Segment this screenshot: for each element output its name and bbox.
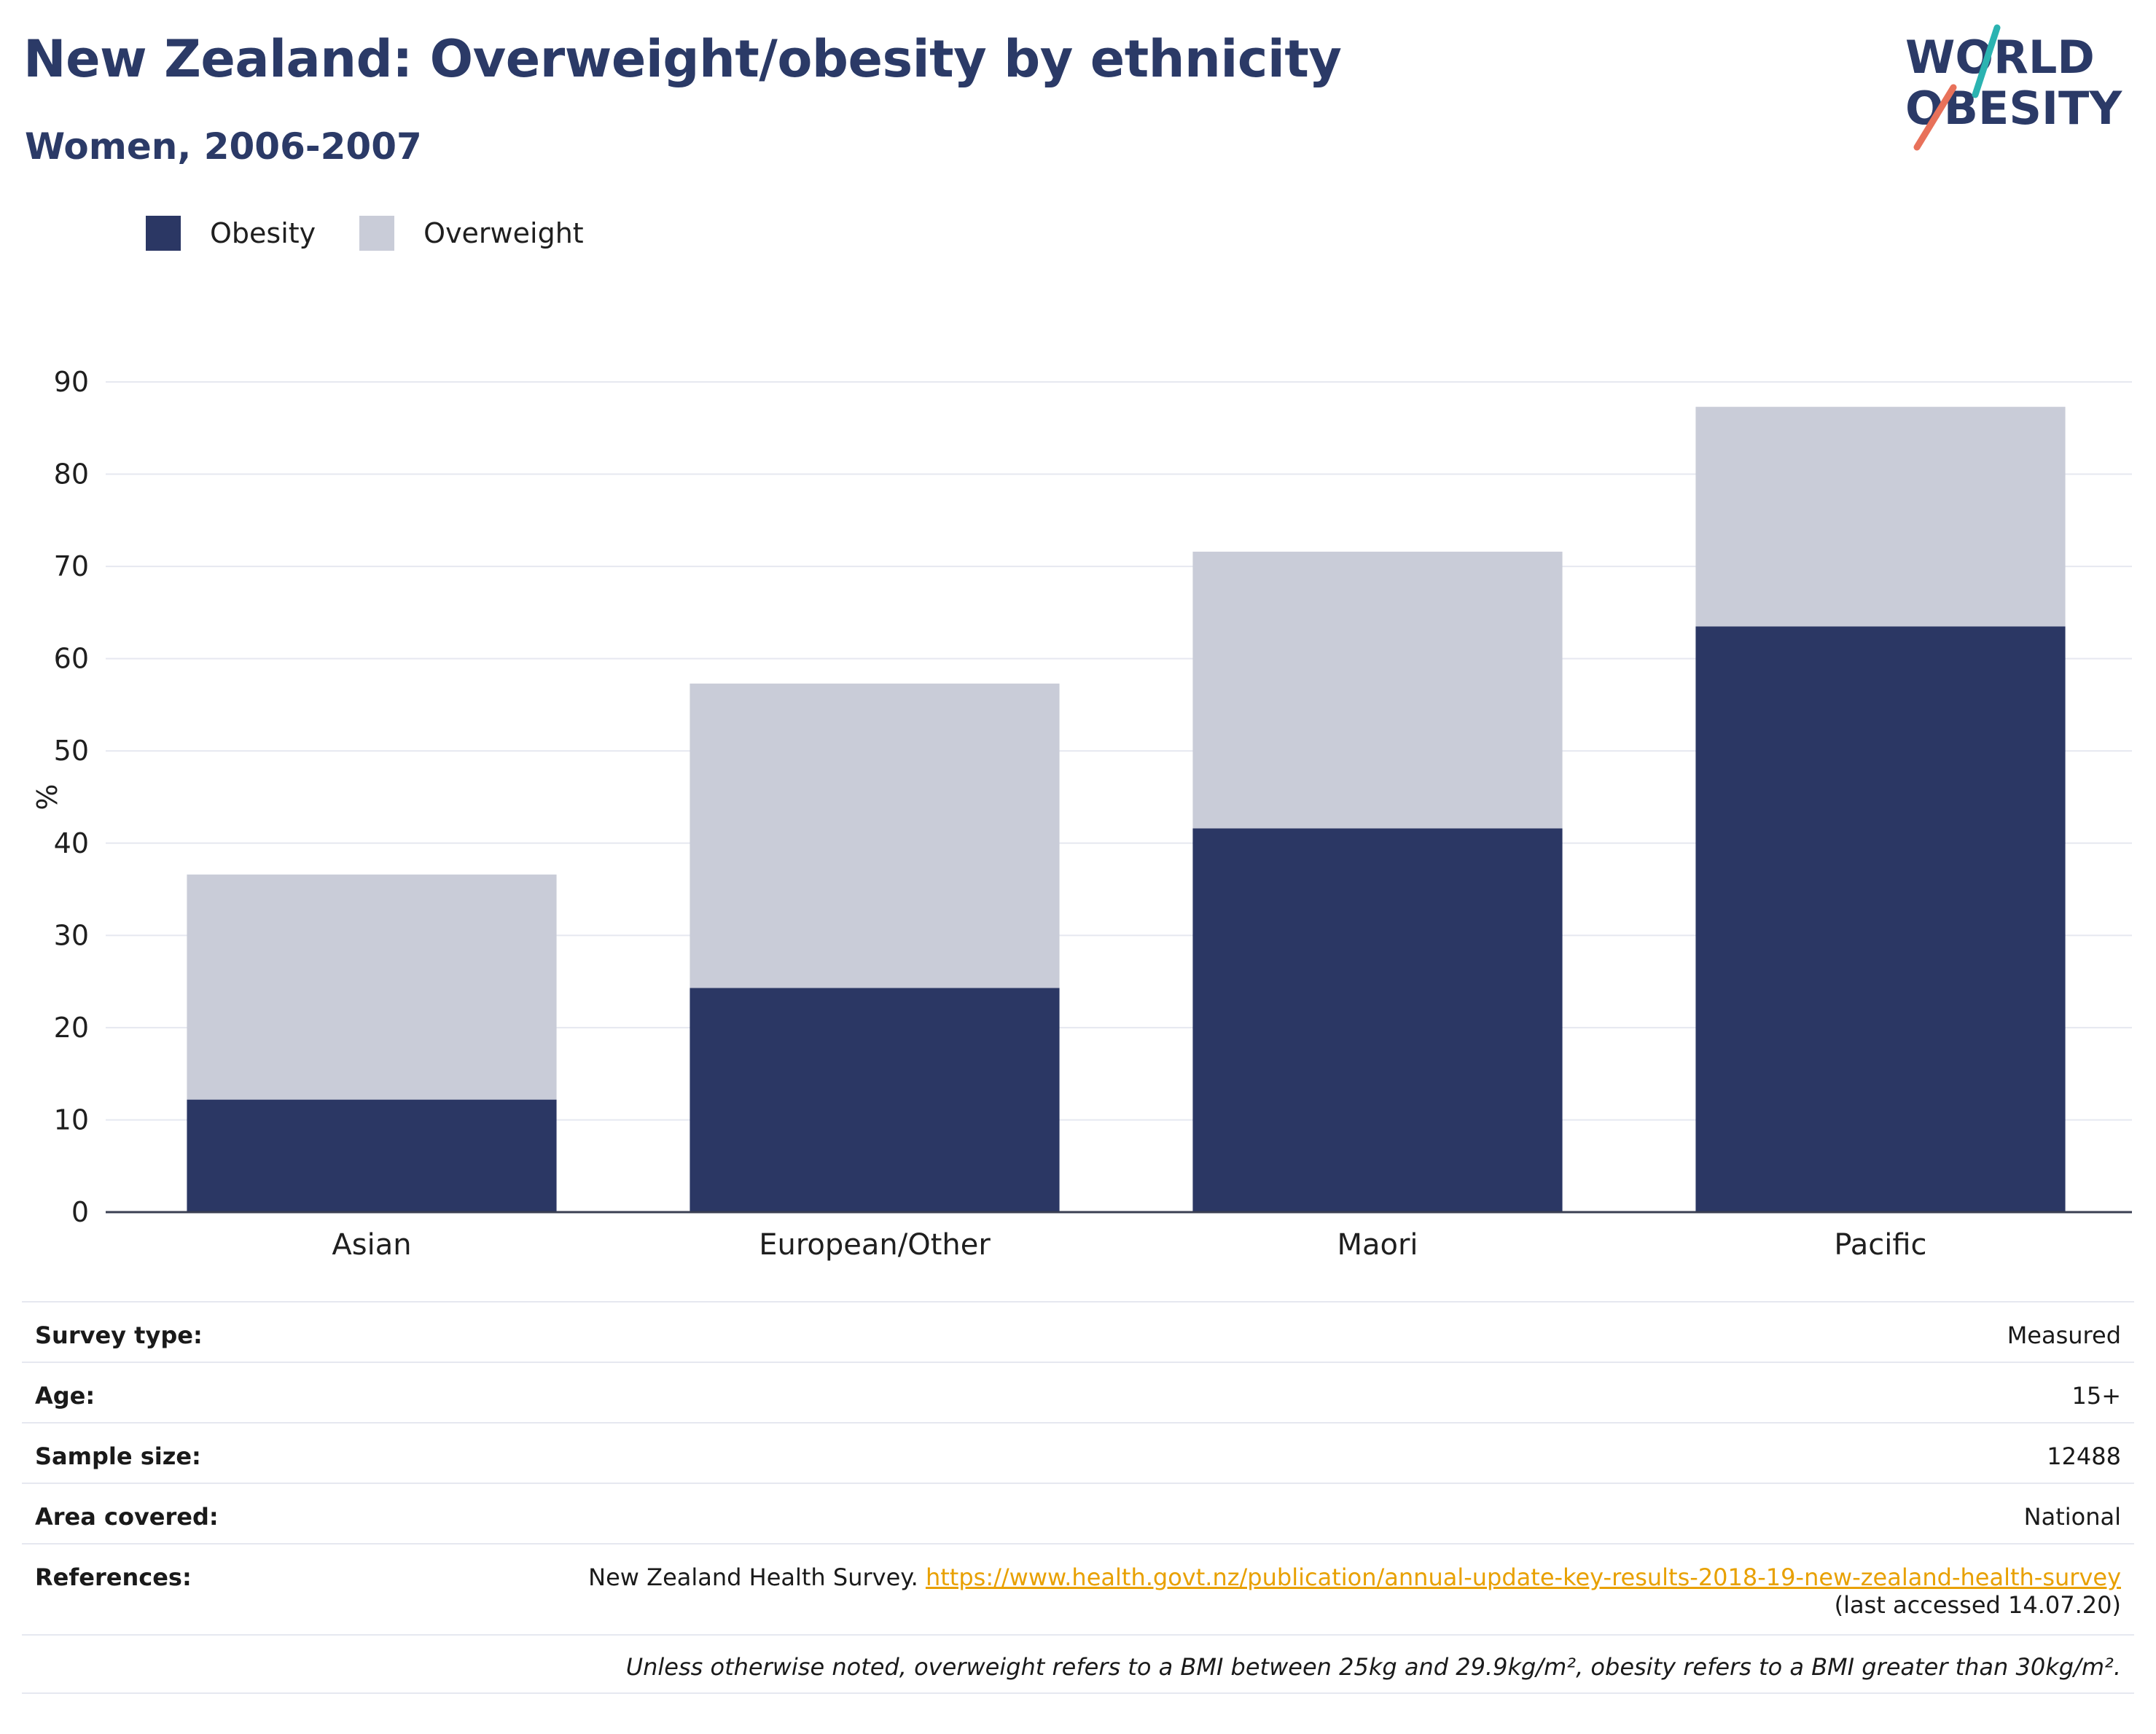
survey-type-value: Measured (2007, 1321, 2121, 1349)
legend-label-overweight: Overweight (423, 217, 584, 249)
y-tick-label: 90 (54, 366, 89, 398)
references-label: References: (35, 1563, 192, 1591)
y-tick-label: 0 (71, 1196, 89, 1228)
svg-text:WORLD: WORLD (1905, 31, 2095, 84)
area-value: National (2023, 1503, 2121, 1531)
info-row-references: References: New Zealand Health Survey. h… (22, 1543, 2134, 1634)
legend-label-obesity: Obesity (210, 217, 316, 249)
y-axis-label: % (31, 784, 63, 810)
chart-title: New Zealand: Overweight/obesity by ethni… (23, 29, 1342, 89)
bar-chart: 0 10 20 30 40 50 60 70 80 90% Asian European/Other M… (31, 366, 2132, 1262)
bar-overweight-asian (187, 874, 557, 1100)
bar-obesity-pacific (1695, 626, 2066, 1212)
bar-overweight-pacific (1695, 407, 2066, 627)
info-row-area: Area covered: National (22, 1483, 2134, 1543)
bmi-note: Unless otherwise noted, overweight refer… (22, 1634, 2134, 1694)
references-text: New Zealand Health Survey. (588, 1563, 926, 1591)
references-value: New Zealand Health Survey. https://www.h… (588, 1563, 2121, 1619)
x-tick-label: Maori (1337, 1228, 1418, 1262)
legend-swatch-overweight (359, 216, 395, 251)
y-tick-label: 70 (54, 550, 89, 582)
bar-obesity-maori (1192, 828, 1563, 1212)
y-tick-label: 20 (54, 1012, 89, 1044)
bar-obesity-asian (187, 1099, 557, 1212)
legend-item-overweight: Overweight (359, 216, 584, 251)
info-row-survey-type: Survey type: Measured (22, 1301, 2134, 1362)
y-tick-label: 60 (54, 643, 89, 675)
chart-subtitle: Women, 2006-2007 (25, 125, 422, 168)
references-link[interactable]: https://www.health.govt.nz/publication/a… (925, 1563, 2121, 1591)
x-tick-label: Pacific (1834, 1228, 1926, 1262)
sample-size-label: Sample size: (35, 1442, 201, 1470)
info-row-age: Age: 15+ (22, 1362, 2134, 1422)
y-tick-label: 10 (54, 1104, 89, 1136)
bar-overweight-european-other (690, 683, 1060, 988)
sample-size-value: 12488 (2047, 1442, 2121, 1470)
x-tick-label: Asian (332, 1228, 411, 1262)
survey-type-label: Survey type: (35, 1321, 203, 1349)
y-tick-label: 30 (54, 919, 89, 951)
legend: Obesity Overweight (146, 216, 628, 251)
legend-item-obesity: Obesity (146, 216, 316, 251)
y-tick-label: 50 (54, 735, 89, 767)
survey-info-table: Survey type: Measured Age: 15+ Sample si… (22, 1301, 2134, 1694)
references-accessed: (last accessed 14.07.20) (1834, 1591, 2121, 1619)
world-obesity-logo: WORLD OBESITY (1905, 24, 2122, 151)
age-label: Age: (35, 1382, 95, 1410)
legend-swatch-obesity (146, 216, 181, 251)
bar-obesity-european-other (690, 988, 1060, 1212)
y-tick-label: 40 (54, 827, 89, 859)
age-value: 15+ (2071, 1382, 2121, 1410)
info-row-sample-size: Sample size: 12488 (22, 1422, 2134, 1483)
x-tick-label: European/Other (759, 1228, 991, 1262)
bar-overweight-maori (1192, 551, 1563, 829)
area-label: Area covered: (35, 1503, 219, 1531)
y-tick-label: 80 (54, 458, 89, 491)
